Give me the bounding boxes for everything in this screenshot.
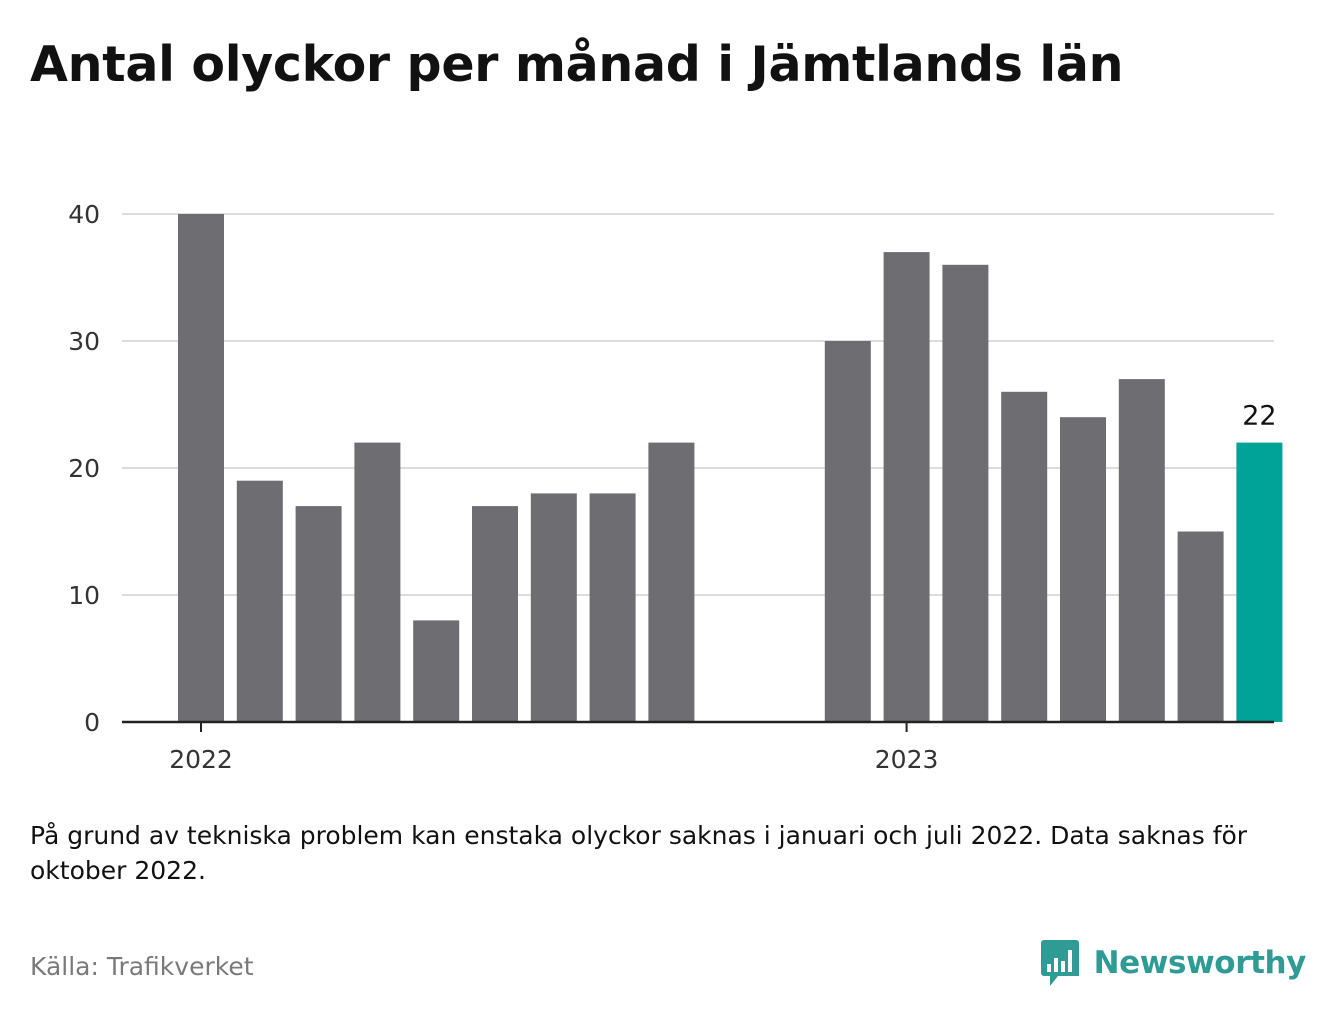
y-tick-label: 30	[68, 327, 100, 356]
bar-2022-07	[530, 493, 577, 722]
brand-logo: Newsworthy	[1040, 938, 1306, 988]
bar-2023-04	[1060, 417, 1106, 722]
bar-2022-01	[178, 214, 224, 722]
bar-2023-07	[1236, 442, 1283, 722]
bar-2022-03	[295, 506, 342, 722]
bar-2022-08	[589, 493, 636, 722]
y-tick-label: 40	[68, 200, 100, 229]
source-credit: Källa: Trafikverket	[30, 952, 254, 981]
bar-2023-06	[1177, 531, 1224, 722]
chart-footnote: På grund av tekniska problem kan enstaka…	[30, 821, 1248, 885]
chart-title: Antal olyckor per månad i Jämtlands län	[30, 36, 1124, 93]
bar-2023-01	[883, 252, 930, 722]
y-axis-ticks: 0 10 20 30 40	[68, 200, 100, 737]
y-tick-label: 10	[68, 581, 100, 610]
bar-2022-09	[648, 442, 695, 722]
newsworthy-logo-icon	[1040, 940, 1079, 986]
data-label: 22	[1242, 401, 1276, 432]
x-tick-label: 2023	[875, 745, 939, 774]
bar-2022-06	[472, 506, 518, 722]
bar-2023-02	[942, 264, 989, 722]
x-tick-label: 2022	[169, 745, 233, 774]
data-labels: 22	[1242, 401, 1276, 432]
y-tick-label: 20	[68, 454, 100, 483]
bars	[178, 214, 1283, 722]
bar-2023-03	[1001, 391, 1048, 722]
bar-2022-05	[413, 620, 460, 722]
x-axis-ticks: 2022 2023	[169, 722, 938, 774]
bar-2022-04	[354, 442, 401, 722]
bar-chart: 0 10 20 30 40 22 2022 2023	[68, 200, 1283, 774]
bar-2022-02	[236, 480, 283, 722]
brand-name: Newsworthy	[1093, 945, 1307, 981]
y-tick-label: 0	[84, 708, 100, 737]
bar-2022-12	[824, 341, 871, 722]
bar-2023-05	[1118, 379, 1165, 722]
